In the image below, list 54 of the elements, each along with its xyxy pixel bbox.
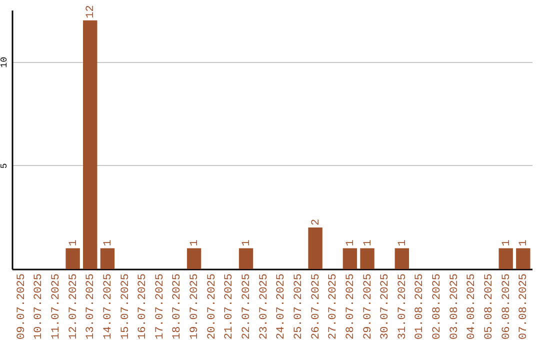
bar [83, 20, 98, 269]
x-tick-label: 02.08.2025 [432, 274, 444, 340]
bar [238, 248, 254, 269]
x-tick-label: 10.07.2025 [33, 274, 46, 340]
y-tick-label: 10 [0, 56, 10, 68]
x-tick-label: 30.07.2025 [380, 274, 392, 340]
data-label: 1 [362, 239, 374, 246]
y-tick-label: 5 [0, 163, 10, 169]
bar [516, 248, 530, 269]
x-tick-label: 06.08.2025 [500, 274, 513, 340]
x-tick-label: 17.07.2025 [154, 274, 166, 340]
x-tick-label: 24.07.2025 [276, 274, 288, 340]
x-tick-label: 15.07.2025 [120, 274, 132, 340]
x-tick-label: 16.07.2025 [137, 274, 150, 340]
bar [66, 248, 80, 269]
x-tick-label: 23.07.2025 [258, 274, 270, 340]
data-label: 12 [85, 5, 98, 18]
x-tick-label: 20.07.2025 [206, 274, 218, 340]
x-tick-label: 05.08.2025 [484, 274, 496, 340]
bar [100, 248, 115, 269]
x-tick-label: 01.08.2025 [414, 274, 426, 340]
x-tick-label: 27.07.2025 [328, 274, 340, 340]
x-tick-label: 25.07.2025 [292, 274, 305, 340]
x-tick-label: 31.07.2025 [396, 274, 409, 340]
x-tick-label: 11.07.2025 [50, 274, 62, 340]
data-label: 1 [396, 239, 409, 246]
data-label: 1 [344, 239, 357, 246]
data-label: 1 [518, 239, 530, 246]
x-tick-label: 18.07.2025 [172, 274, 184, 340]
data-label: 1 [189, 239, 202, 246]
bar [186, 248, 202, 269]
x-tick-label: 19.07.2025 [189, 274, 202, 340]
x-tick-label: 14.07.2025 [102, 274, 114, 340]
data-label: 1 [102, 239, 114, 246]
bar [308, 228, 322, 269]
x-tick-label: 07.08.2025 [518, 274, 530, 340]
x-tick-label: 09.07.2025 [16, 274, 28, 340]
bar [342, 248, 358, 269]
x-tick-label: 03.08.2025 [448, 274, 461, 340]
x-tick-label: 13.07.2025 [85, 274, 98, 340]
x-tick-label: 04.08.2025 [466, 274, 478, 340]
bar [360, 248, 374, 269]
bar [394, 248, 410, 269]
x-tick-label: 28.07.2025 [344, 274, 357, 340]
x-tick-label: 29.07.2025 [362, 274, 374, 340]
data-label: 1 [500, 239, 513, 246]
data-label: 1 [241, 239, 254, 246]
x-tick-label: 26.07.2025 [310, 274, 322, 340]
bar [498, 248, 513, 269]
data-label: 2 [310, 218, 322, 226]
data-label: 1 [68, 239, 80, 246]
x-tick-label: 22.07.2025 [241, 274, 254, 340]
x-tick-label: 21.07.2025 [224, 274, 236, 340]
x-tick-label: 12.07.2025 [68, 274, 80, 340]
